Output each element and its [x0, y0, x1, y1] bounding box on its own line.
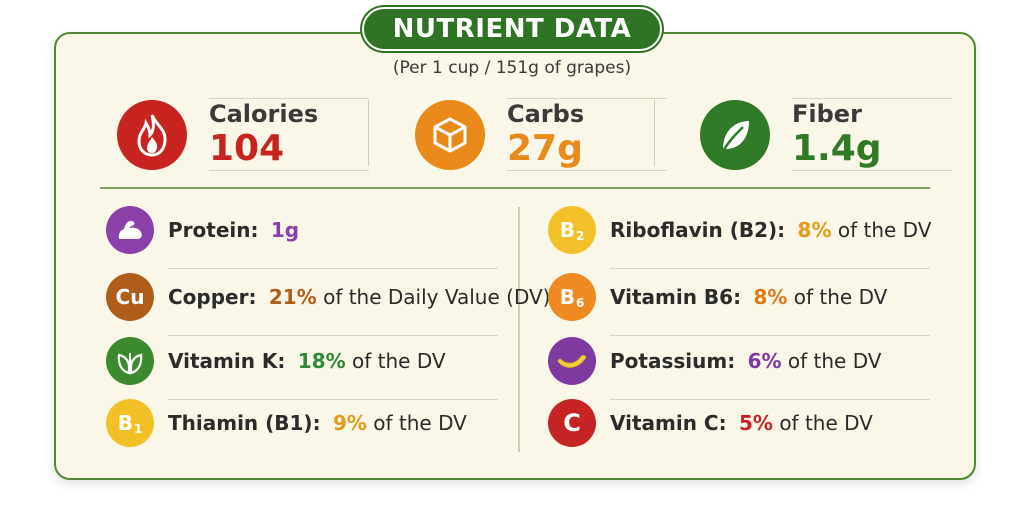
nutrient-dv-text: of the Daily Value (DV)	[323, 285, 551, 309]
nutrient-name: Vitamin K:	[168, 349, 286, 373]
nutrient-copper: Cu Copper: 21% of the Daily Value (DV)	[106, 273, 550, 336]
nutrient-name: Thiamin (B1):	[168, 411, 321, 435]
nutrient-name: Vitamin B6:	[610, 285, 742, 309]
muscle-icon	[106, 206, 154, 254]
nutrient-protein: Protein: 1g	[106, 206, 506, 269]
flame-icon	[117, 100, 187, 170]
stat-divider	[654, 100, 655, 166]
stat-divider	[368, 100, 369, 166]
nutrient-vitamin-c: C Vitamin C: 5% of the DV	[548, 399, 948, 449]
cube-icon	[415, 100, 485, 170]
serving-subtitle: (Per 1 cup / 151g of grapes)	[392, 58, 632, 78]
nutrient-percent: 8%	[753, 285, 788, 309]
badge-subscript: 2	[575, 229, 585, 243]
nutrient-dv-text: of the DV	[793, 285, 888, 309]
nutrient-dv-text: of the DV	[787, 349, 882, 373]
nutrient-text: Vitamin K: 18% of the DV	[168, 349, 446, 373]
nutrient-vitamin-k: Vitamin K: 18% of the DV	[106, 337, 506, 400]
stat-rule	[507, 98, 667, 99]
nutrient-name: Copper:	[168, 285, 257, 309]
nutrient-amount: 1g	[270, 218, 300, 242]
page-title: NUTRIENT DATA	[362, 7, 662, 51]
nutrient-text: Potassium: 6% of the DV	[610, 349, 881, 373]
row-rule	[610, 268, 930, 269]
nutrient-text: Vitamin C: 5% of the DV	[610, 411, 873, 435]
nutrient-percent: 18%	[297, 349, 346, 373]
stat-calories: Calories 104	[117, 98, 369, 172]
nutrient-dv-text: of the DV	[373, 411, 467, 435]
stat-rule	[209, 98, 369, 99]
stat-rule	[507, 170, 667, 171]
row-rule	[610, 399, 930, 400]
nutrient-dv-text: of the DV	[352, 349, 446, 373]
nutrient-text: Vitamin B6: 8% of the DV	[610, 285, 887, 309]
leaves-icon	[106, 337, 154, 385]
nutrient-name: Vitamin C:	[610, 411, 727, 435]
nutrient-name: Riboflavin (B2):	[610, 218, 786, 242]
stat-rule	[792, 98, 952, 99]
stat-rule	[792, 170, 952, 171]
badge-text: C	[563, 409, 581, 437]
nutrient-percent: 5%	[738, 411, 773, 435]
nutrient-card	[54, 32, 976, 480]
banana-icon	[548, 337, 596, 385]
badge-text: Cu	[115, 285, 145, 309]
badge-text: B	[559, 218, 575, 242]
badge-subscript: 1	[133, 422, 143, 436]
section-divider	[100, 187, 930, 189]
nutrient-dv-text: of the DV	[779, 411, 873, 435]
stat-fiber: Fiber 1.4g	[700, 98, 952, 172]
row-rule	[168, 268, 498, 269]
stat-value: 27g	[507, 128, 583, 169]
stat-label: Fiber	[792, 100, 862, 128]
stat-value: 104	[209, 128, 285, 169]
copper-badge: Cu	[106, 273, 154, 321]
nutrient-percent: 9%	[332, 411, 367, 435]
badge-text: B	[117, 411, 133, 435]
nutrient-text: Thiamin (B1): 9% of the DV	[168, 411, 467, 435]
row-rule	[610, 335, 930, 336]
badge-subscript: 6	[575, 296, 585, 310]
nutrient-percent: 6%	[747, 349, 782, 373]
nutrient-potassium: Potassium: 6% of the DV	[548, 337, 948, 400]
stat-carbs: Carbs 27g	[415, 98, 667, 172]
column-divider	[518, 207, 520, 452]
row-rule	[168, 399, 498, 400]
nutrient-text: Copper: 21% of the Daily Value (DV)	[168, 285, 550, 309]
stat-label: Calories	[209, 100, 319, 128]
nutrient-name: Potassium:	[610, 349, 736, 373]
stat-value: 1.4g	[792, 128, 882, 169]
nutrient-text: Protein: 1g	[168, 218, 299, 242]
leaf-icon	[700, 100, 770, 170]
vitamin-c-badge: C	[548, 399, 596, 447]
nutrient-percent: 21%	[268, 285, 317, 309]
stat-rule	[209, 170, 369, 171]
stat-label: Carbs	[507, 100, 585, 128]
badge-text: B	[559, 285, 575, 309]
nutrient-name: Protein:	[168, 218, 259, 242]
row-rule	[168, 335, 498, 336]
nutrient-dv-text: of the DV	[837, 218, 932, 242]
nutrient-percent: 8%	[797, 218, 832, 242]
nutrient-text: Riboflavin (B2): 8% of the DV	[610, 218, 931, 242]
